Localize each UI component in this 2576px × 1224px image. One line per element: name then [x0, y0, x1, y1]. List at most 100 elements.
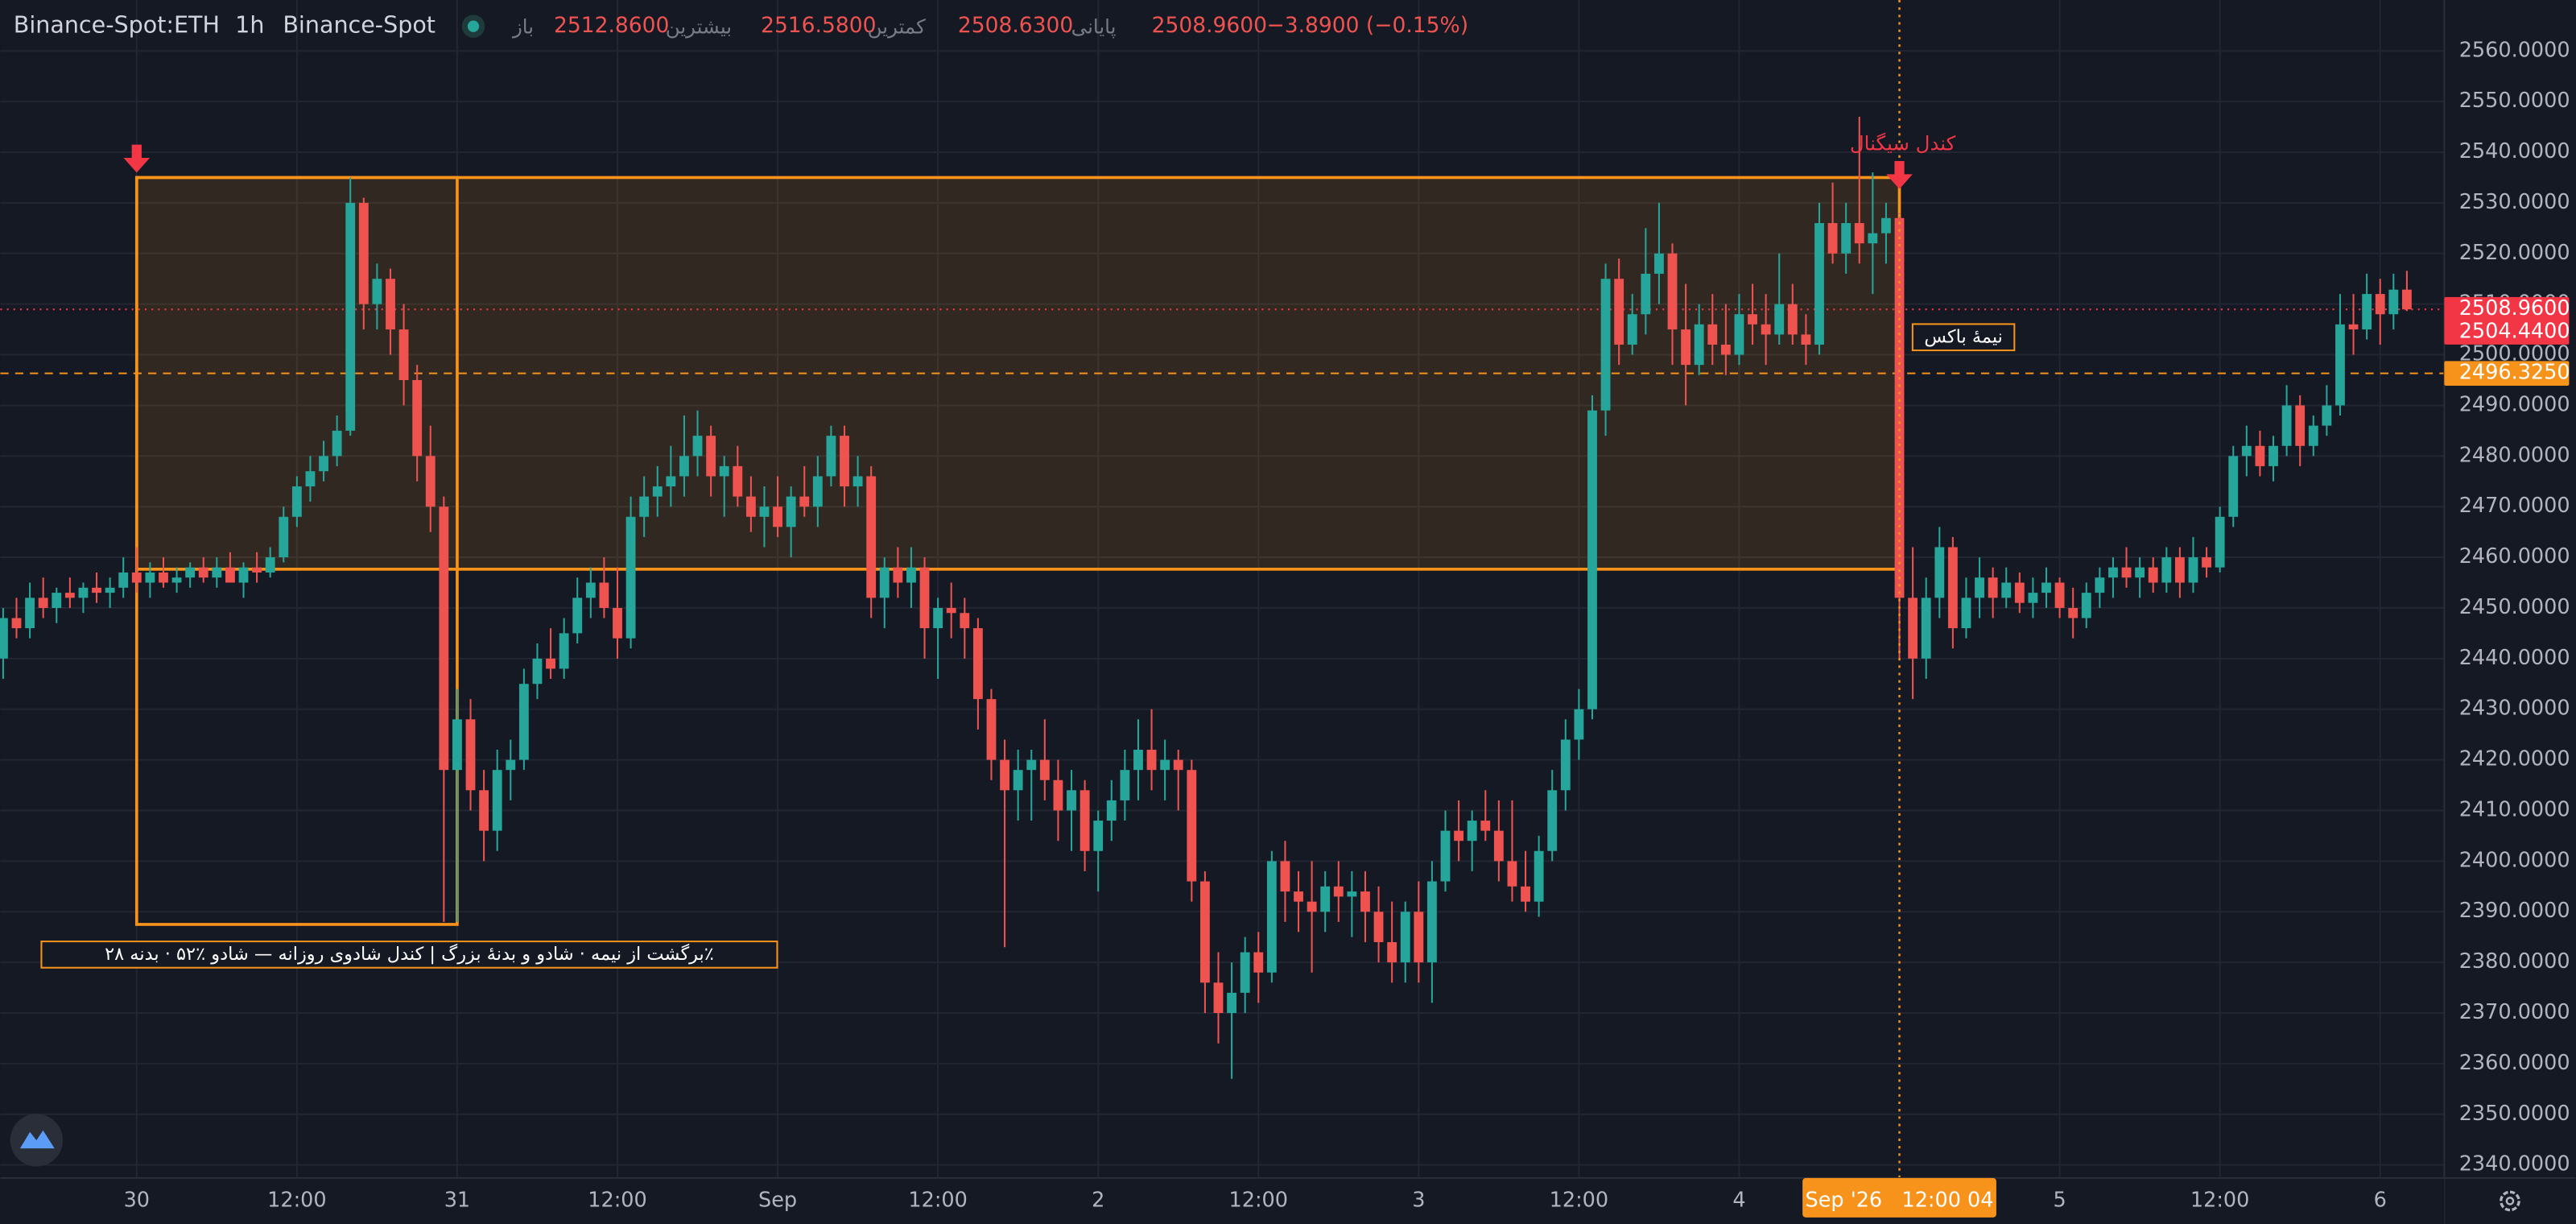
candle-body	[372, 279, 382, 304]
x-tick-label: 12:00	[1229, 1188, 1289, 1212]
candle-body	[1414, 912, 1424, 963]
x-tick-label: 4	[1732, 1188, 1745, 1212]
candle-body	[131, 572, 142, 583]
candle-body	[2401, 289, 2412, 310]
candle-body	[1266, 861, 1277, 973]
x-tick-label: 30	[124, 1188, 150, 1212]
x-tick-label: 12:00	[2190, 1188, 2250, 1212]
candle-body	[64, 593, 75, 598]
candle-body	[1748, 314, 1757, 325]
price-tag-label: 2504.4400	[2459, 320, 2570, 344]
candle-body	[2362, 294, 2372, 330]
change: −3.8900 (−0.15%)	[1266, 13, 1468, 38]
candle-body	[1560, 739, 1571, 791]
candle-body	[1947, 547, 1958, 629]
settings-gear[interactable]	[2500, 1190, 2520, 1212]
candle-body	[319, 456, 328, 472]
candle-body	[666, 476, 676, 487]
candle-body	[572, 598, 583, 634]
mid-label: نیمهٔ باکس	[1924, 326, 2003, 347]
candle-body	[692, 436, 703, 457]
field-value: 2508.6300	[958, 13, 1073, 38]
candle-body	[2228, 456, 2239, 517]
candle-body	[639, 496, 650, 517]
candle-body	[972, 628, 983, 700]
candle-body	[92, 587, 101, 593]
candle-body	[1681, 329, 1691, 366]
signal-arrow	[1886, 161, 1913, 189]
candle-body	[2068, 607, 2079, 618]
signal-arrow	[123, 144, 151, 173]
candle-body	[2348, 324, 2359, 330]
logo[interactable]	[10, 1114, 63, 1167]
candle-body	[225, 567, 235, 583]
x-tick-label: 6	[2374, 1188, 2387, 1212]
candle-body	[1133, 750, 1143, 771]
candle-body	[425, 456, 436, 507]
candle-body	[1253, 952, 1264, 973]
y-tick-label: 2360.0000	[2459, 1051, 2570, 1075]
note-box	[40, 941, 778, 969]
candle-body	[78, 587, 89, 598]
candle-body	[879, 567, 890, 598]
field-label: باز	[511, 15, 534, 39]
field-label: بیشترین	[666, 15, 732, 39]
candle-body	[1320, 886, 1331, 912]
candle-body	[2041, 582, 2051, 593]
candle-body	[1547, 790, 1558, 851]
candle-body	[25, 598, 35, 629]
candle-body	[332, 430, 342, 457]
y-tick-label: 2540.0000	[2459, 139, 2570, 163]
candle-body	[1120, 770, 1130, 800]
candle-body	[625, 516, 636, 639]
candle-body	[1053, 779, 1063, 811]
candle-body	[1921, 598, 1931, 659]
candle-body	[866, 476, 877, 598]
candle-body	[946, 607, 956, 614]
price-tag	[2444, 296, 2570, 322]
candle-body	[613, 607, 622, 639]
candle-body	[1667, 253, 1678, 330]
candle-body	[679, 456, 689, 477]
candle-body	[412, 379, 423, 457]
x-tick-label: 12:00	[267, 1188, 327, 1212]
y-tick-label: 2440.0000	[2459, 646, 2570, 670]
x-tick-label: 12:00	[588, 1188, 646, 1212]
candle-body	[532, 658, 543, 684]
candle-body	[252, 567, 262, 573]
candle-body	[1814, 223, 1824, 345]
y-tick-label: 2520.0000	[2459, 241, 2570, 265]
y-tick-label: 2430.0000	[2459, 697, 2570, 721]
candle-body	[1026, 759, 1037, 771]
candle-body	[52, 593, 62, 608]
candle-body	[759, 507, 770, 517]
candle-body	[38, 598, 48, 608]
candle-body	[1160, 759, 1170, 771]
settings[interactable]	[2500, 1190, 2520, 1212]
candle-body	[812, 476, 823, 507]
exchange: Binance-Spot	[283, 11, 436, 39]
x-tick-label: 5	[2053, 1188, 2066, 1212]
candle-body	[1787, 304, 1798, 335]
candle-body	[171, 577, 182, 583]
y-tick-label: 2560.0000	[2459, 38, 2570, 62]
candle-body	[358, 202, 369, 304]
candle-body	[1000, 759, 1009, 791]
candle-body	[1467, 821, 1477, 842]
candle-body	[159, 572, 168, 583]
price-axis-panel	[2444, 0, 2576, 1224]
candle-body	[546, 658, 555, 669]
candle-body	[2188, 557, 2198, 583]
header: Binance-Spot:ETH 1h Binance-Spot باز 251…	[14, 11, 1468, 39]
candle-body	[933, 607, 943, 629]
candle-body	[1521, 886, 1530, 902]
candle-body	[212, 567, 222, 578]
candle-body	[506, 759, 516, 771]
candle-body	[2028, 593, 2038, 603]
y-tick-label: 2480.0000	[2459, 443, 2570, 467]
y-tick-label: 2400.0000	[2459, 848, 2570, 872]
candle-body	[1454, 830, 1464, 842]
candle-body	[1146, 750, 1157, 771]
field-label: پایانی	[1071, 15, 1117, 39]
candle-body	[2295, 405, 2306, 446]
